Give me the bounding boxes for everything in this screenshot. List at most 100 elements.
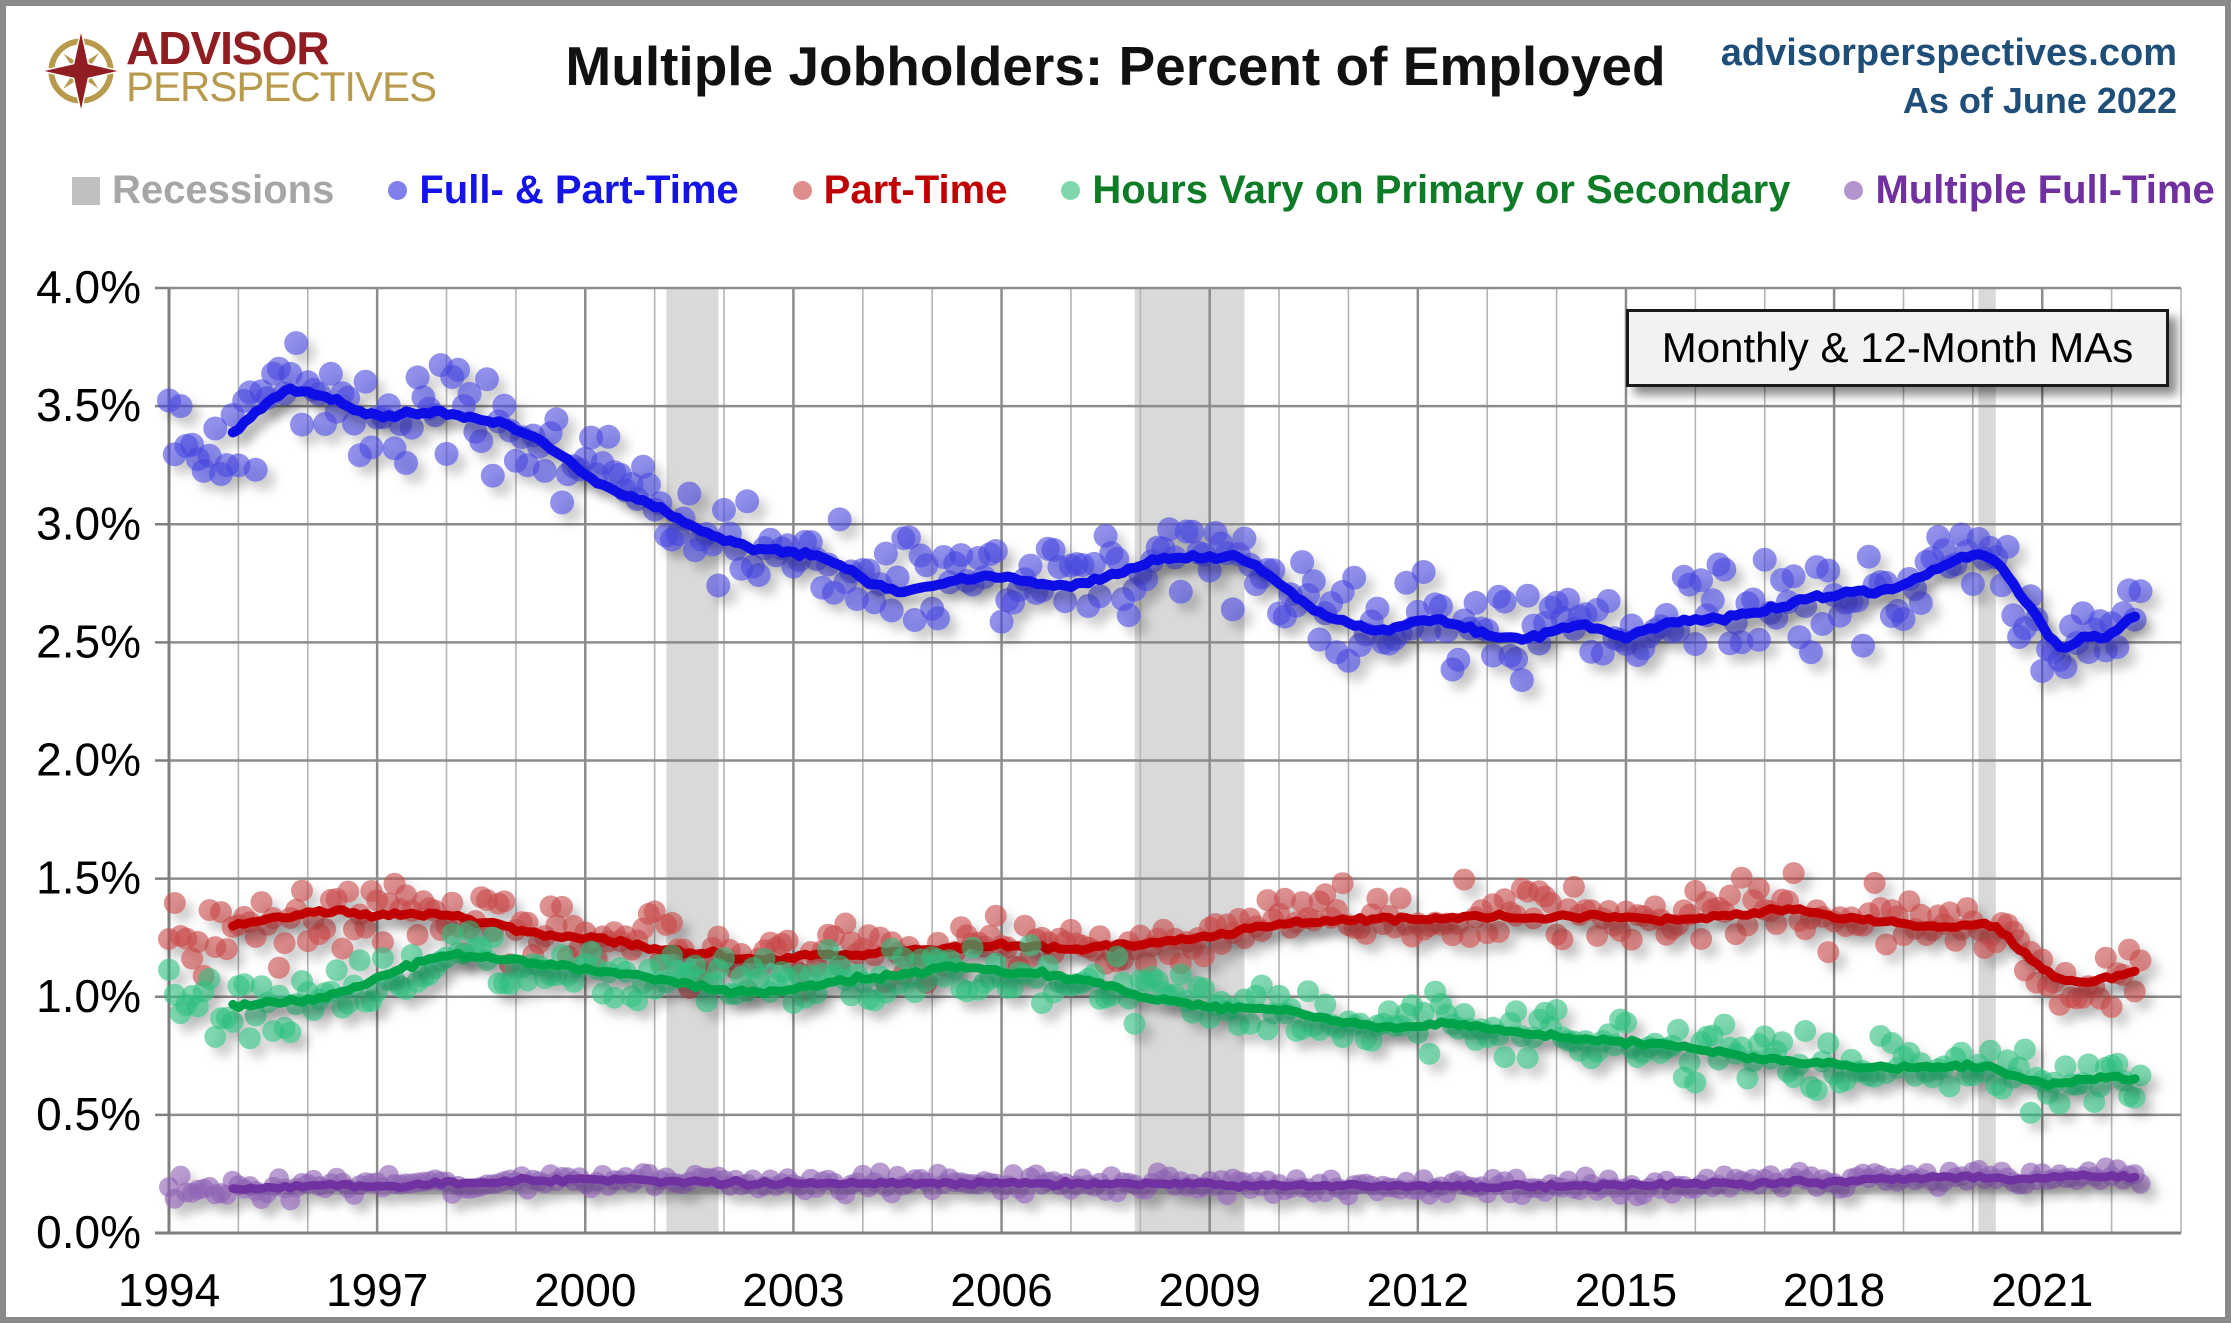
x-tick-label: 2009 — [1159, 1264, 1261, 1316]
scatter-point — [897, 525, 921, 550]
annotation-box: Monthly & 12-Month MAs — [1626, 309, 2169, 387]
scatter-point — [1412, 1001, 1435, 1024]
scatter-point — [2128, 579, 2153, 604]
scatter-point — [961, 936, 984, 959]
scatter-point — [1816, 558, 1841, 583]
legend-label: Hours Vary on Primary or Secondary — [1092, 168, 1791, 212]
scatter-point — [1446, 647, 1471, 672]
scatter-point — [331, 937, 354, 960]
scatter-point — [706, 573, 731, 598]
x-tick-label: 2021 — [1991, 1264, 2093, 1316]
scatter-point — [291, 879, 313, 902]
scatter-point — [348, 949, 371, 972]
scatter-point — [1562, 875, 1585, 898]
scatter-point — [1545, 999, 1568, 1021]
scatter-point — [371, 947, 394, 969]
scatter-point — [371, 931, 394, 954]
scatter-point — [580, 940, 603, 963]
x-tick-label: 2012 — [1367, 1264, 1469, 1316]
scatter-point — [735, 489, 760, 514]
legend-dot-swatch — [1061, 181, 1081, 200]
legend-square-swatch — [72, 176, 100, 205]
logo-advisor-text: ADVISOR — [126, 22, 330, 74]
scatter-point — [551, 895, 574, 918]
scatter-point — [273, 932, 296, 955]
scatter-point — [1713, 1013, 1736, 1036]
header-right: advisorperspectives.com As of June 2022 — [1721, 30, 2177, 123]
scatter-point — [1290, 550, 1315, 575]
scatter-point — [1232, 526, 1257, 551]
legend-label: Part-Time — [823, 168, 1008, 212]
scatter-point — [532, 458, 557, 483]
scatter-point — [1509, 668, 1534, 693]
scatter-point — [2105, 635, 2130, 659]
scatter-point — [359, 435, 384, 460]
legend-dot-swatch — [388, 181, 408, 200]
y-tick-label: 0.0% — [36, 1206, 141, 1258]
scatter-point — [1596, 589, 1621, 613]
legend-item-recessions: Recessions — [72, 168, 334, 213]
scatter-point — [713, 947, 735, 970]
scatter-point — [1082, 551, 1107, 576]
scatter-point — [1123, 1012, 1146, 1035]
site-url: advisorperspectives.com — [1720, 32, 2177, 74]
scatter-point — [1297, 980, 1319, 1003]
scatter-point — [1515, 583, 1540, 608]
scatter-point — [492, 393, 517, 418]
scatter-point — [1411, 560, 1436, 584]
scatter-point — [1615, 1011, 1637, 1034]
scatter-point — [1481, 643, 1505, 668]
scatter-point — [1389, 887, 1412, 910]
scatter-point — [493, 890, 516, 913]
scatter-point — [1752, 547, 1777, 572]
scatter-point — [1730, 866, 1753, 889]
scatter-point — [1995, 534, 2020, 559]
scatter-point — [1192, 977, 1215, 1000]
scatter-point — [817, 939, 840, 961]
y-tick-label: 2.5% — [36, 615, 141, 667]
scatter-point — [1331, 872, 1354, 895]
series-full-part-time — [157, 331, 2153, 693]
scatter-point — [1741, 587, 1766, 612]
scatter-point — [1765, 912, 1788, 935]
scatter-point — [1418, 1042, 1441, 1065]
scatter-point — [983, 539, 1008, 563]
scatter-point — [1354, 922, 1377, 945]
scatter-point — [2129, 949, 2152, 972]
scatter-point — [892, 947, 915, 969]
scatter-point — [1157, 517, 1182, 542]
scatter-point — [481, 926, 504, 949]
scatter-point — [405, 365, 430, 390]
scatter-point — [579, 425, 604, 450]
x-tick-label: 2015 — [1575, 1264, 1677, 1316]
scatter-point — [399, 415, 424, 440]
scatter-point — [1342, 565, 1367, 590]
annotation-text: Monthly & 12-Month MAs — [1661, 324, 2134, 371]
scatter-point — [1856, 544, 1881, 569]
scatter-point — [984, 904, 1007, 927]
scatter-point — [712, 497, 736, 522]
scatter-point — [2076, 640, 2101, 665]
scatter-point — [626, 989, 649, 1012]
scatter-point — [1817, 941, 1840, 964]
scatter-point — [1851, 633, 1875, 658]
scatter-point — [1667, 1018, 1689, 1041]
scatter-point — [290, 412, 314, 437]
scatter-point — [603, 986, 626, 1009]
scatter-point — [163, 892, 186, 914]
scatter-point — [1746, 627, 1771, 652]
scatter-point — [342, 411, 366, 436]
scatter-point — [198, 968, 221, 990]
scatter-point — [238, 1027, 261, 1050]
scatter-point — [446, 357, 471, 382]
scatter-point — [1960, 572, 1985, 596]
scatter-point — [1909, 903, 1932, 926]
scatter-point — [394, 451, 418, 475]
page-title: Multiple Jobholders: Percent of Employed — [565, 35, 1666, 97]
scatter-point — [1747, 877, 1770, 900]
scatter-point — [989, 609, 1014, 634]
legend-dot-swatch — [792, 181, 812, 200]
scatter-point — [2094, 946, 2117, 969]
as-of-date: As of June 2022 — [1902, 79, 2177, 121]
